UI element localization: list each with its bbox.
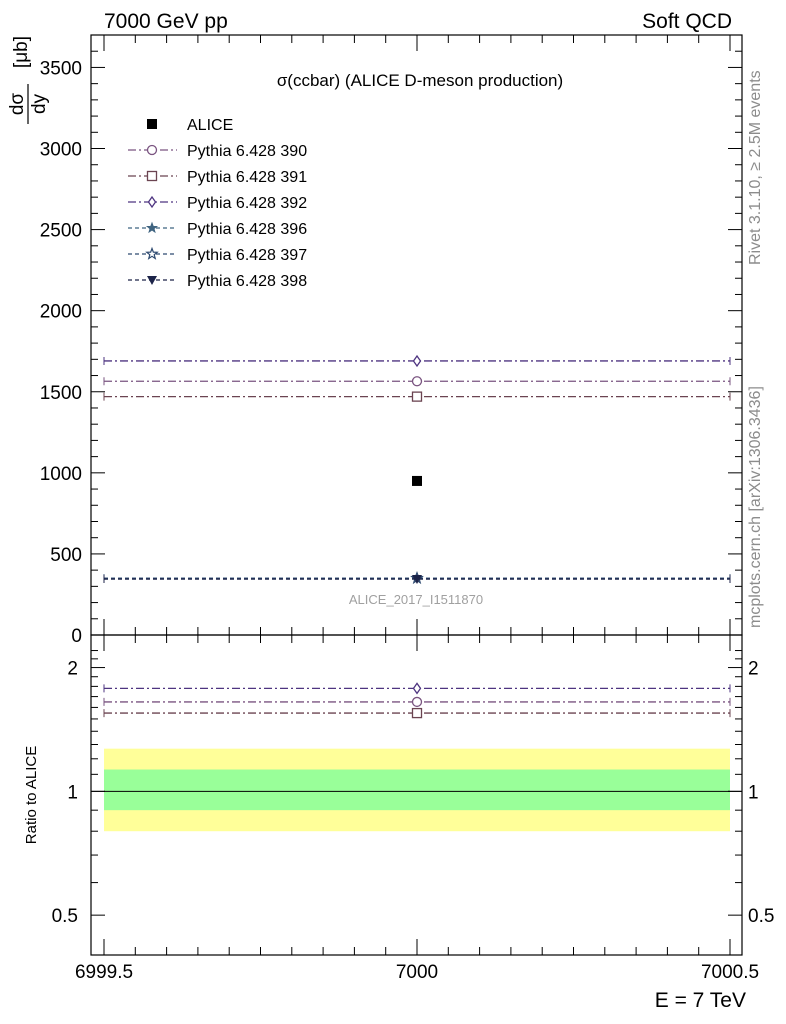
legend-marker-5 — [145, 246, 159, 260]
mcplots-label: mcplots.cern.ch [arXiv:1306.3436] — [747, 386, 764, 628]
ratio-tick-labels: 0.5 0.5 1 1 2 2 — [52, 659, 775, 928]
y-tick-label: 3000 — [40, 140, 82, 161]
legend-label-5: Pythia 6.428 397 — [187, 247, 307, 264]
ratio-frame — [90, 634, 743, 956]
ylabel-unit: [μb] — [11, 36, 32, 68]
ratio-panel: 0.5 0.5 1 1 2 2 Ratio to ALICE — [23, 634, 775, 956]
ratio-y-tick-label-right: 2 — [748, 659, 759, 680]
header-left: 7000 GeV pp — [104, 10, 228, 33]
ratio-band-inner — [104, 769, 730, 811]
ratio-series — [103, 682, 731, 719]
ylabel-denominator: dy — [29, 93, 50, 114]
rivet-label: Rivet 3.1.10, ≥ 2.5M events — [747, 70, 764, 265]
legend-marker-2 — [146, 170, 158, 182]
main-series — [103, 354, 731, 585]
main-tick-labels: 0 500 1000 1500 2000 2500 3000 3500 — [40, 58, 82, 647]
legend-marker-1 — [146, 144, 158, 156]
legend-label-6: Pythia 6.428 398 — [187, 273, 307, 290]
legend-label-0: ALICE — [187, 117, 233, 134]
y-tick-label: 3500 — [40, 58, 82, 79]
ratio-point-0 — [411, 696, 423, 708]
analysis-label: ALICE_2017_I1511870 — [349, 592, 483, 607]
series-point-3 — [412, 354, 422, 368]
legend-marker-3 — [147, 195, 157, 209]
legend: ALICE Pythia 6.428 390 Pythia 6.428 391 Pyt… — [128, 117, 307, 290]
legend-label-2: Pythia 6.428 391 — [187, 169, 307, 186]
ratio-y-tick-label-left: 0.5 — [52, 906, 78, 927]
y-tick-label: 2500 — [40, 221, 82, 242]
legend-label-4: Pythia 6.428 396 — [187, 221, 307, 238]
main-y-label: dσ dy [μb] — [7, 36, 50, 124]
y-tick-label: 2000 — [40, 302, 82, 323]
x-axis-label: E = 7 TeV — [655, 989, 746, 1012]
x-tick-label: 7000.5 — [701, 962, 759, 983]
header-right: Soft QCD — [642, 10, 732, 33]
x-tick-labels: 6999.5 7000 7000.5 — [75, 962, 759, 983]
y-tick-label: 500 — [50, 545, 82, 566]
x-tick-label: 6999.5 — [75, 962, 133, 983]
series-point-2 — [411, 391, 423, 402]
ratio-y-tick-label-left: 1 — [67, 782, 78, 803]
ratio-point-1 — [411, 707, 423, 719]
data-point-alice — [412, 475, 422, 486]
ratio-y-tick-label-right: 1 — [748, 782, 759, 803]
ratio-y-label: Ratio to ALICE — [23, 746, 40, 844]
ratio-bands — [104, 748, 730, 832]
main-ticks — [91, 34, 742, 636]
y-tick-label: 1000 — [40, 464, 82, 485]
x-tick-label: 7000 — [396, 962, 438, 983]
ratio-y-tick-label-left: 2 — [67, 659, 78, 680]
legend-marker-4 — [145, 221, 159, 234]
y-tick-label: 0 — [71, 626, 82, 647]
ylabel-numerator: dσ — [7, 93, 28, 116]
legend-label-3: Pythia 6.428 392 — [187, 195, 307, 212]
main-panel: σ(ccbar) (ALICE D-meson production) 0 500… — [7, 34, 743, 647]
ratio-point-2 — [412, 682, 422, 695]
series-point-6 — [412, 575, 422, 585]
series-point-1 — [411, 376, 423, 387]
legend-marker-6 — [147, 276, 157, 285]
legend-label-1: Pythia 6.428 390 — [187, 143, 307, 160]
legend-marker-0 — [147, 119, 157, 129]
ratio-ticks — [91, 635, 742, 955]
y-tick-label: 1500 — [40, 383, 82, 404]
chart-title: σ(ccbar) (ALICE D-meson production) — [277, 71, 563, 90]
ratio-y-tick-label-right: 0.5 — [748, 906, 774, 927]
